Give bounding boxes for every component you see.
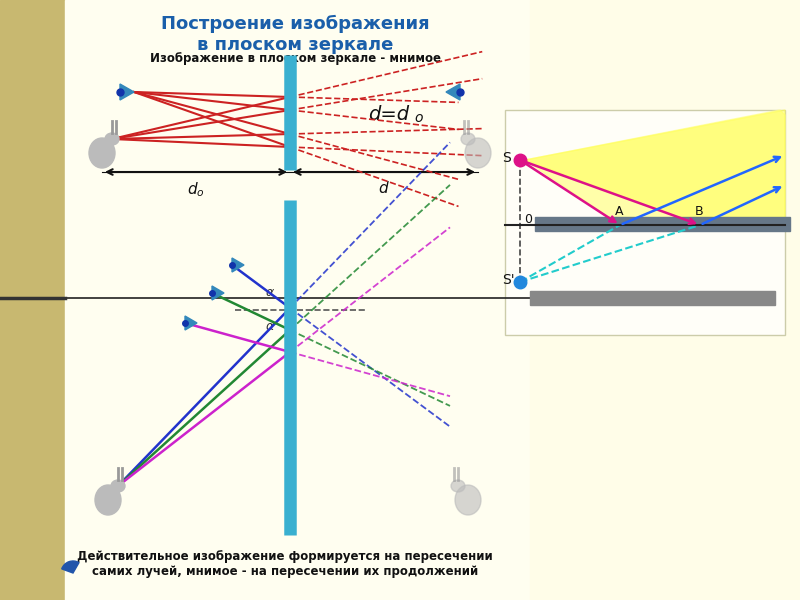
Bar <box>0 0 65 600</box>
Wedge shape <box>62 561 79 573</box>
Ellipse shape <box>465 138 491 168</box>
Text: Изображение в плоском зеркале - мнимое: Изображение в плоском зеркале - мнимое <box>150 52 441 65</box>
Polygon shape <box>525 110 785 227</box>
Bar <box>65 0 530 600</box>
Bar <box>530 0 800 600</box>
Bar <box>530 291 775 305</box>
Polygon shape <box>525 110 785 227</box>
Ellipse shape <box>89 138 115 168</box>
Text: B: B <box>695 205 704 218</box>
Text: $\alpha$: $\alpha$ <box>265 320 275 333</box>
Text: S: S <box>502 151 510 165</box>
Ellipse shape <box>455 485 481 515</box>
Ellipse shape <box>111 480 125 492</box>
Text: $\alpha$: $\alpha$ <box>265 286 275 299</box>
Text: S': S' <box>502 273 514 287</box>
Text: A: A <box>615 205 623 218</box>
Polygon shape <box>212 286 224 300</box>
Polygon shape <box>120 84 134 100</box>
Polygon shape <box>185 316 197 330</box>
Text: $d_o$: $d_o$ <box>187 180 205 199</box>
Text: Действительное изображение формируется на пересечении
самих лучей, мнимое - на п: Действительное изображение формируется н… <box>77 550 493 578</box>
Text: Построение изображения
в плоском зеркале: Построение изображения в плоском зеркале <box>161 15 430 54</box>
Text: $d$: $d$ <box>378 180 390 196</box>
Bar <box>505 110 785 335</box>
Polygon shape <box>232 258 244 272</box>
Text: 0: 0 <box>524 213 532 226</box>
Text: d=d: d=d <box>368 104 409 124</box>
Text: o: o <box>414 111 422 125</box>
Bar <box>535 217 790 231</box>
Ellipse shape <box>461 133 475 145</box>
Ellipse shape <box>95 485 121 515</box>
Polygon shape <box>446 84 460 100</box>
Ellipse shape <box>451 480 465 492</box>
Ellipse shape <box>105 133 119 145</box>
